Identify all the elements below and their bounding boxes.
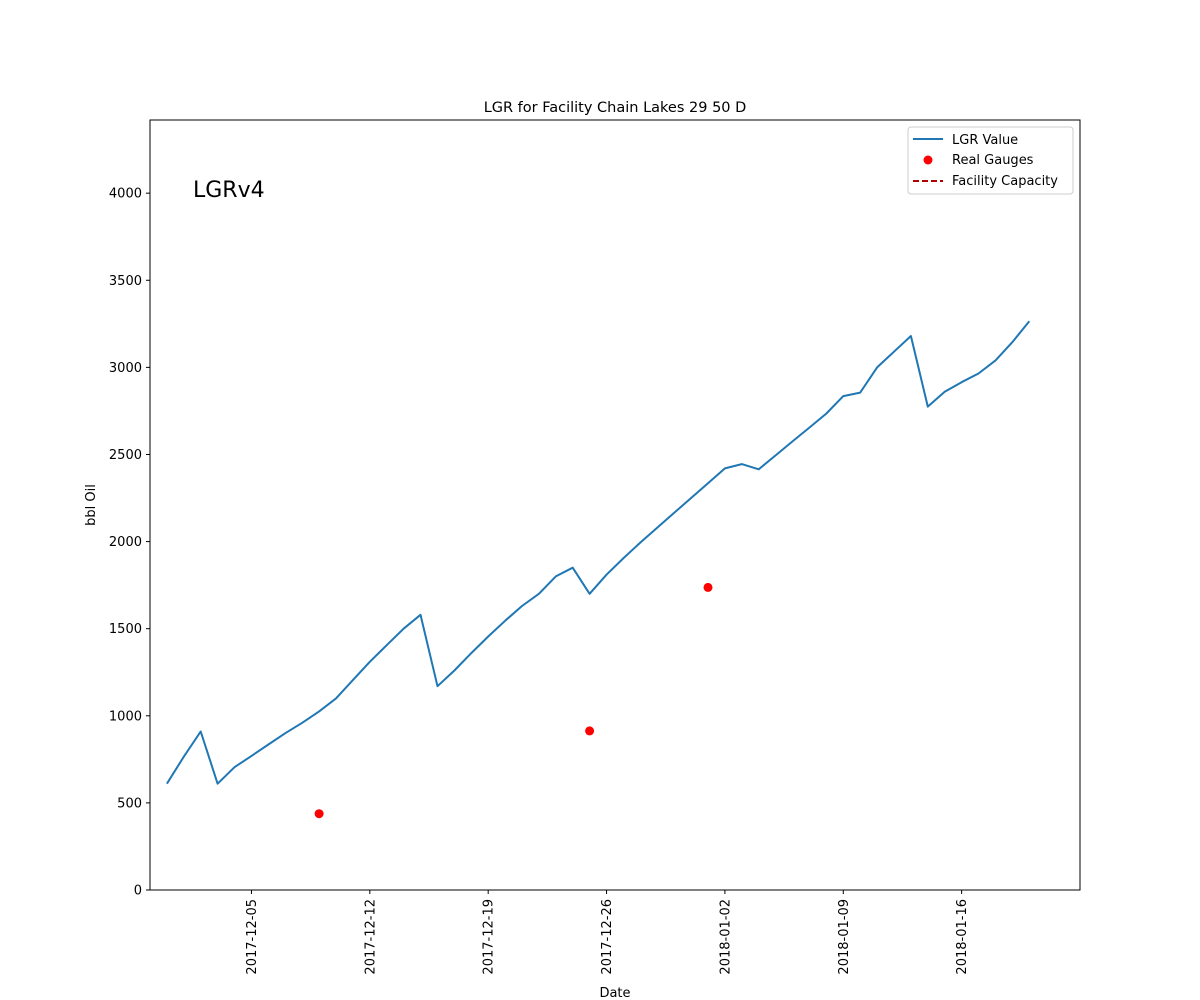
y-tick-label: 0	[134, 884, 142, 899]
real-gauge-point	[314, 809, 324, 819]
x-tick-label: 2018-01-09	[837, 899, 852, 975]
real-gauge-point	[585, 726, 595, 736]
x-tick-label: 2018-01-16	[955, 899, 970, 975]
x-tick-label: 2018-01-02	[718, 899, 733, 975]
plot-frame	[149, 119, 1081, 891]
y-tick-label: 2000	[109, 535, 142, 550]
x-tick-label: 2017-12-19	[482, 899, 497, 975]
y-tick-label: 500	[117, 796, 142, 811]
y-tick-label: 1000	[109, 709, 142, 724]
model-version-label: LGRv4	[193, 178, 265, 203]
legend-label-lgr-value: LGR Value	[952, 133, 1018, 148]
legend-marker-swatch	[923, 155, 933, 165]
legend-label-real-gauges: Real Gauges	[952, 153, 1034, 168]
legend-frame	[907, 126, 1074, 195]
chart-legend: LGR Value Real Gauges Facility Capacity	[907, 126, 1074, 195]
real-gauge-point	[703, 582, 713, 592]
y-tick-label: 4000	[109, 187, 142, 202]
plot-area: 0 500 1000 1500 2000 2500 3000 3500 4000 2017-12-…	[109, 119, 1081, 975]
y-tick-label: 2500	[109, 448, 142, 463]
y-axis-label: bbl Oil	[84, 484, 99, 526]
x-tick-label: 2017-12-12	[363, 899, 378, 975]
legend-label-facility-capacity: Facility Capacity	[952, 174, 1058, 189]
y-tick-label: 3500	[109, 274, 142, 289]
chart-title: LGR for Facility Chain Lakes 29 50 D	[484, 100, 747, 116]
x-tick-label: 2017-12-26	[600, 899, 615, 975]
y-tick-label: 1500	[109, 622, 142, 637]
x-tick-label: 2017-12-05	[245, 899, 260, 975]
y-tick-label: 3000	[109, 361, 142, 376]
lgr-value-line	[166, 320, 1031, 785]
x-axis-label: Date	[599, 986, 630, 1000]
